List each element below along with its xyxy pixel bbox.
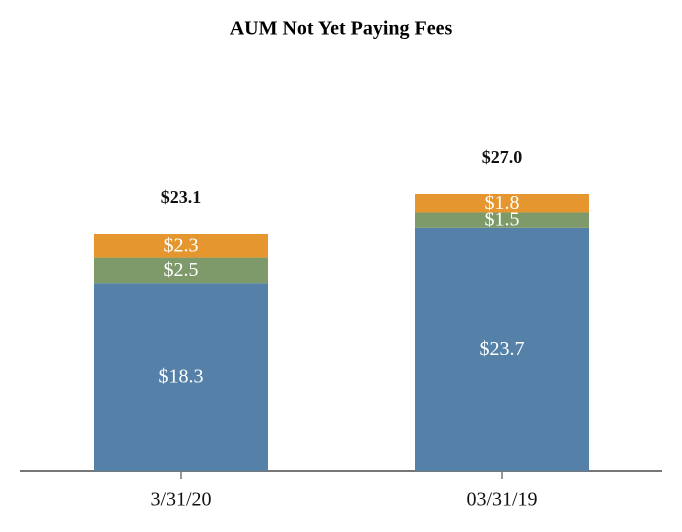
total-label: $27.0 <box>482 147 523 167</box>
chart-title: AUM Not Yet Paying Fees <box>230 18 453 40</box>
x-tick-label: 03/31/19 <box>466 489 537 511</box>
bar-segment <box>415 193 589 213</box>
bar-segment <box>94 233 268 258</box>
segment-label: $18.3 <box>159 366 204 388</box>
x-tick-label: 3/31/20 <box>150 489 211 511</box>
bar-segment <box>94 283 268 471</box>
segment-label: $1.5 <box>485 209 520 231</box>
total-label: $23.1 <box>161 187 202 207</box>
bar-segment <box>94 257 268 284</box>
segment-label: $23.7 <box>480 338 525 360</box>
segment-label: $2.5 <box>164 259 199 281</box>
segment-label: $1.8 <box>485 192 520 214</box>
bar-segment <box>415 227 589 471</box>
segment-label: $2.3 <box>164 234 199 256</box>
bar-segment <box>415 212 589 228</box>
